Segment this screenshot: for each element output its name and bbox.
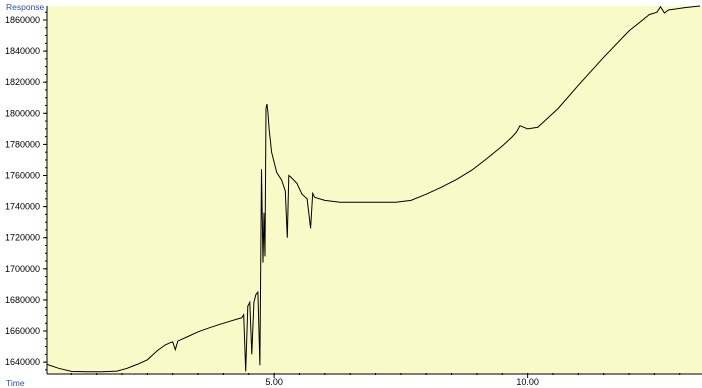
x-ticks: 5.00 10.00 xyxy=(265,373,539,387)
y-axis-label: Response xyxy=(6,2,45,12)
minor-ticks xyxy=(45,11,681,375)
y-tick-label: 1720000 xyxy=(5,233,40,243)
series-line xyxy=(46,5,701,373)
y-tick-label: 1780000 xyxy=(5,139,40,149)
x-axis-label: Time xyxy=(6,378,25,388)
y-tick-label: 1760000 xyxy=(5,171,40,181)
y-tick-label: 1860000 xyxy=(5,15,40,25)
y-tick-label: 1640000 xyxy=(5,357,40,367)
plot-area xyxy=(47,6,702,374)
y-ticks: 1640000 1660000 1680000 1700000 1720000 17400… xyxy=(5,15,47,367)
y-tick-label: 1740000 xyxy=(5,202,40,212)
y-tick-label: 1700000 xyxy=(5,264,40,274)
x-tick-label: 5.00 xyxy=(265,377,283,387)
y-tick-label: 1660000 xyxy=(5,326,40,336)
y-tick-label: 1840000 xyxy=(5,46,40,56)
y-tick-label: 1680000 xyxy=(5,295,40,305)
x-tick-label: 10.00 xyxy=(516,377,539,387)
y-tick-label: 1820000 xyxy=(5,77,40,87)
y-tick-label: 1800000 xyxy=(5,108,40,118)
